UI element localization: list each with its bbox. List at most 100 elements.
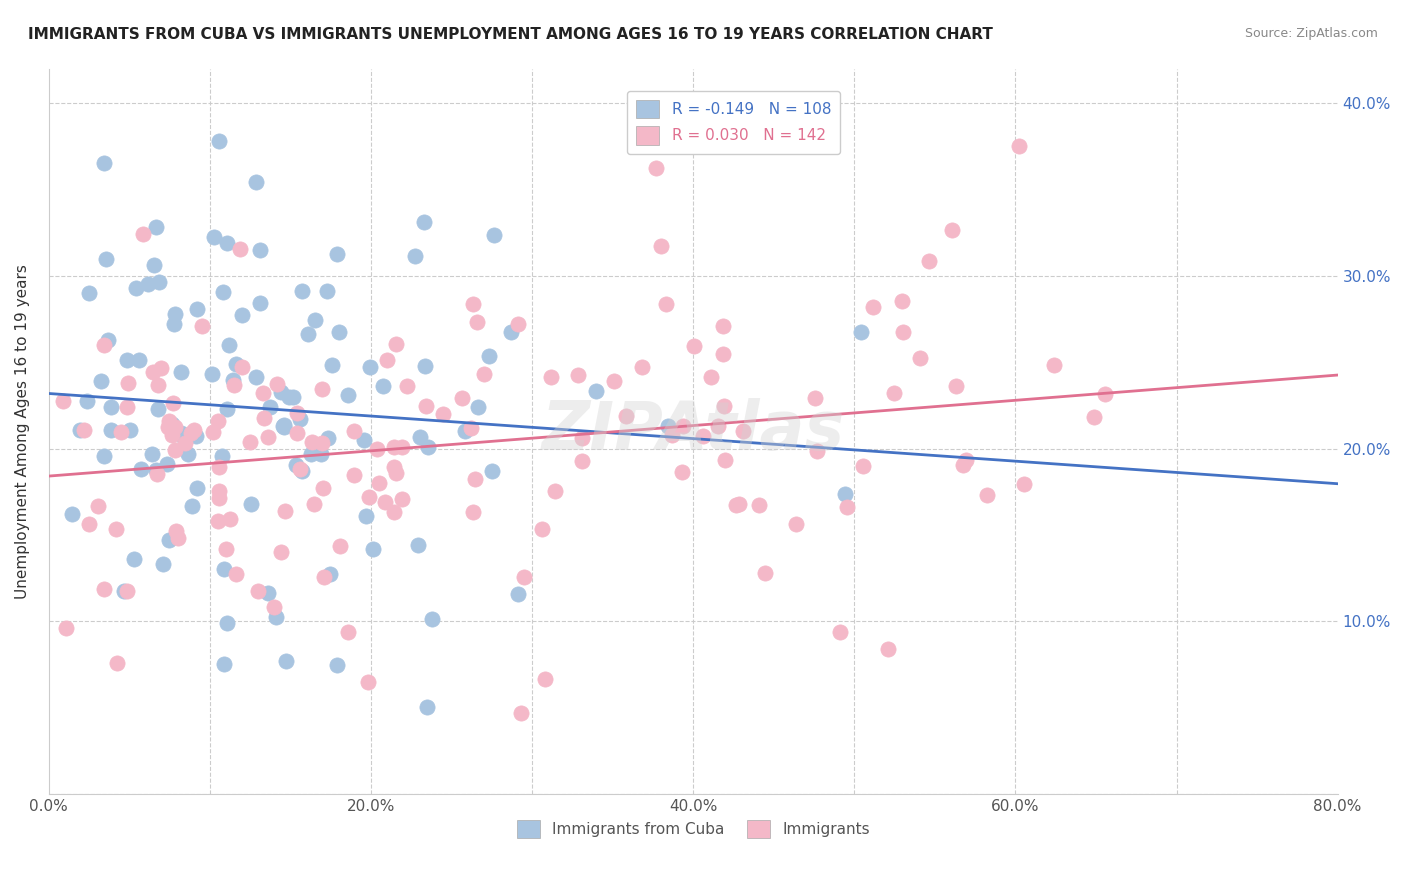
Point xyxy=(141,447,163,461)
Point xyxy=(77,516,100,531)
Point xyxy=(908,351,931,366)
Point xyxy=(122,552,145,566)
Point xyxy=(212,285,235,299)
Point xyxy=(256,430,278,444)
Text: ZIPAtlas: ZIPAtlas xyxy=(541,398,845,464)
Point xyxy=(828,625,851,640)
Point xyxy=(952,458,974,473)
Point xyxy=(477,349,499,363)
Point xyxy=(97,333,120,347)
Point xyxy=(409,430,432,444)
Point xyxy=(131,227,153,241)
Point xyxy=(862,301,884,315)
Point xyxy=(264,610,287,624)
Point xyxy=(877,642,900,657)
Point xyxy=(215,235,238,250)
Point xyxy=(713,400,735,414)
Point xyxy=(711,347,734,361)
Point xyxy=(945,379,967,393)
Point xyxy=(207,514,229,528)
Point xyxy=(285,425,308,440)
Point xyxy=(215,402,238,417)
Point xyxy=(291,464,314,478)
Point xyxy=(326,657,349,672)
Point xyxy=(328,325,350,339)
Point xyxy=(115,352,138,367)
Point xyxy=(630,359,652,374)
Point xyxy=(540,369,562,384)
Point xyxy=(359,360,381,375)
Point xyxy=(733,424,755,438)
Point xyxy=(165,307,187,321)
Point xyxy=(467,400,489,414)
Point xyxy=(571,454,593,468)
Point xyxy=(852,458,875,473)
Point xyxy=(396,379,419,393)
Point xyxy=(312,570,335,584)
Point xyxy=(245,369,267,384)
Point xyxy=(201,367,224,381)
Point xyxy=(145,467,167,481)
Point xyxy=(117,376,139,390)
Point xyxy=(891,294,914,309)
Point xyxy=(143,258,166,272)
Point xyxy=(218,337,240,351)
Point xyxy=(509,706,531,721)
Point xyxy=(700,370,723,384)
Point xyxy=(170,426,193,441)
Point xyxy=(711,318,734,333)
Point xyxy=(454,425,477,439)
Point xyxy=(976,488,998,502)
Point xyxy=(125,281,148,295)
Point xyxy=(246,583,269,598)
Point xyxy=(249,296,271,310)
Point xyxy=(316,431,339,445)
Point xyxy=(173,431,195,445)
Point xyxy=(391,492,413,507)
Point xyxy=(406,538,429,552)
Point xyxy=(461,505,484,519)
Point xyxy=(157,420,180,434)
Point xyxy=(849,325,872,339)
Point xyxy=(481,464,503,478)
Point xyxy=(461,297,484,311)
Point xyxy=(375,353,398,368)
Point xyxy=(321,358,343,372)
Point xyxy=(208,134,231,148)
Point xyxy=(162,427,184,442)
Point xyxy=(87,499,110,513)
Point xyxy=(291,284,314,298)
Point xyxy=(259,400,281,414)
Point xyxy=(917,253,939,268)
Point xyxy=(891,325,914,339)
Point xyxy=(245,175,267,189)
Point xyxy=(165,420,187,434)
Point xyxy=(304,313,326,327)
Point xyxy=(277,390,299,404)
Point xyxy=(683,339,706,353)
Point xyxy=(1094,387,1116,401)
Point xyxy=(163,443,186,458)
Point xyxy=(231,359,253,374)
Point xyxy=(145,463,167,477)
Point xyxy=(215,542,238,557)
Point xyxy=(225,357,247,371)
Point xyxy=(55,621,77,635)
Y-axis label: Unemployment Among Ages 16 to 19 years: Unemployment Among Ages 16 to 19 years xyxy=(15,264,30,599)
Point xyxy=(180,426,202,441)
Point xyxy=(713,453,735,467)
Point xyxy=(785,516,807,531)
Point xyxy=(316,284,339,298)
Point xyxy=(253,410,276,425)
Point xyxy=(288,411,311,425)
Point xyxy=(671,465,693,479)
Point xyxy=(212,657,235,672)
Point xyxy=(190,318,212,333)
Point xyxy=(416,440,439,454)
Point xyxy=(650,238,672,252)
Point xyxy=(148,275,170,289)
Point xyxy=(506,587,529,601)
Point xyxy=(239,434,262,449)
Point xyxy=(281,391,304,405)
Point xyxy=(725,498,748,512)
